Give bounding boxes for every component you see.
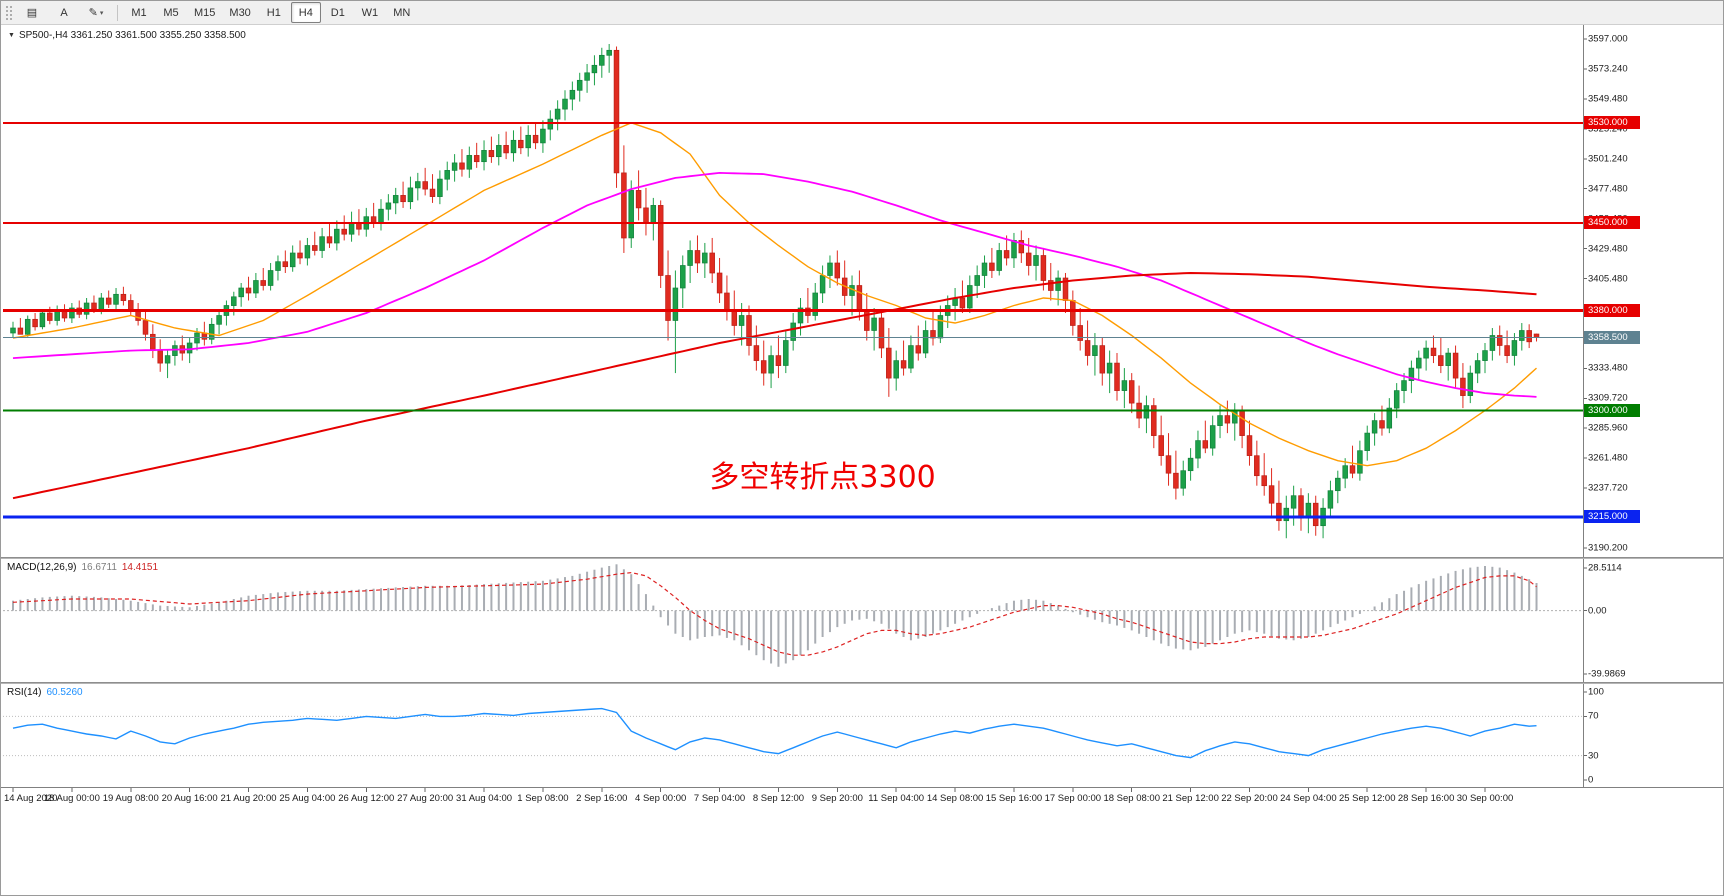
macd-signal-value: 14.4151 (121, 562, 159, 573)
rsi-axis-label: 70 (1588, 710, 1599, 722)
price-tick-label: 3597.000 (1588, 33, 1628, 45)
price-axis-line (1583, 25, 1584, 788)
price-tick-label: 3261.480 (1588, 452, 1628, 464)
macd-main-value: 16.6711 (81, 562, 117, 573)
current-price-badge: 3358.500 (1584, 330, 1640, 344)
toolbar-grip[interactable] (4, 3, 13, 22)
price-tick-label: 3285.960 (1588, 422, 1628, 434)
macd-axis-label: 28.5114 (1588, 562, 1622, 574)
time-label: 18 Aug 00:00 (43, 793, 100, 804)
time-label: 25 Aug 04:00 (279, 793, 336, 804)
price-tick-label: 3405.480 (1588, 273, 1628, 285)
timeframe-button-m1[interactable]: M1 (131, 6, 147, 19)
timeframe-button-h4[interactable]: H4 (290, 2, 321, 23)
dropdown-caret-icon: ▾ (99, 9, 104, 17)
price-tick-label: 3190.200 (1588, 542, 1628, 554)
toolbar-separator (117, 4, 118, 21)
time-label: 21 Aug 20:00 (220, 793, 277, 804)
time-label: 30 Sep 00:00 (1456, 793, 1514, 804)
time-label: 1 Sep 08:00 (517, 793, 569, 804)
time-label: 31 Aug 04:00 (456, 793, 513, 804)
time-axis-line (1, 787, 1723, 788)
timeframe-button-m30[interactable]: M30 (229, 6, 251, 19)
price-badge: 3300.000 (1584, 404, 1640, 418)
timeframe-button-w1[interactable]: W1 (361, 6, 379, 19)
rsi-value: 60.5260 (46, 687, 83, 698)
price-tick-label: 3549.480 (1588, 93, 1628, 105)
time-label: 4 Sep 00:00 (635, 793, 687, 804)
time-label: 21 Sep 12:00 (1162, 793, 1219, 804)
price-tick-label: 3477.480 (1588, 183, 1628, 195)
price-tick-label: 3573.240 (1588, 63, 1628, 75)
time-label: 15 Sep 16:00 (985, 793, 1043, 804)
rsi-pane[interactable] (1, 684, 1581, 787)
rsi-axis-label: 100 (1588, 686, 1604, 698)
price-tick-label: 3309.720 (1588, 392, 1628, 404)
price-badge: 3380.000 (1584, 304, 1640, 318)
macd-axis-label: -39.9869 (1588, 668, 1626, 680)
toolbar-tools: ▤ A ✎ ▾ (16, 2, 112, 23)
time-label: 25 Sep 12:00 (1338, 793, 1396, 804)
time-label: 27 Aug 20:00 (397, 793, 454, 804)
symbol-title: SP500-,H4 3361.250 3361.500 3355.250 335… (18, 30, 246, 41)
rsi-axis-label: 0 (1588, 774, 1594, 786)
price-tick-label: 3501.240 (1588, 153, 1628, 165)
macd-pane[interactable] (1, 559, 1581, 682)
time-label: 9 Sep 20:00 (811, 793, 863, 804)
price-badge: 3450.000 (1584, 216, 1640, 230)
macd-axis-label: 0.00 (1588, 605, 1607, 617)
timeframe-buttons: M1 M5 M15 M30 H1 H4 D1 W1 MN (123, 2, 418, 23)
text-label-tool-icon: A (60, 6, 68, 19)
symbol-label: ▼ SP500-,H4 3361.250 3361.500 3355.250 33… (8, 30, 246, 41)
time-label: 17 Sep 00:00 (1044, 793, 1102, 804)
time-label: 8 Sep 12:00 (752, 793, 805, 804)
time-label: 14 Aug 2020 (4, 793, 58, 804)
symbol-triangle-icon: ▼ (8, 32, 15, 39)
timeframe-button-m15[interactable]: M15 (194, 6, 216, 19)
timeframe-button-d1[interactable]: D1 (330, 6, 345, 19)
time-label: 22 Sep 20:00 (1221, 793, 1278, 804)
time-label: 2 Sep 16:00 (576, 793, 628, 804)
time-label: 7 Sep 04:00 (693, 793, 746, 804)
time-label: 19 Aug 08:00 (102, 793, 159, 804)
time-label: 20 Aug 16:00 (161, 793, 218, 804)
timeframe-button-m5[interactable]: M5 (163, 6, 179, 19)
rsi-label: RSI(14) 60.5260 (7, 687, 83, 698)
time-label: 18 Sep 08:00 (1103, 793, 1160, 804)
pane-separator-macd-rsi[interactable] (1, 682, 1723, 684)
chart-grid-tool-button[interactable]: ▤ (17, 2, 47, 23)
macd-label: MACD(12,26,9) 16.6711 14.4151 (7, 562, 159, 573)
price-tick-label: 3333.480 (1588, 362, 1628, 374)
timeframe-button-h1[interactable]: H1 (266, 6, 281, 19)
chart-grid-tool-icon: ▤ (26, 7, 38, 19)
timeframe-button-mn[interactable]: MN (393, 6, 411, 19)
toolbar: ▤ A ✎ ▾ M1 M5 M15 M30 H1 H4 D1 W1 MN (1, 1, 1723, 25)
time-label: 26 Aug 12:00 (338, 793, 395, 804)
draw-tool-icon: ✎ (88, 7, 98, 19)
price-badge: 3530.000 (1584, 116, 1640, 130)
text-label-tool-button[interactable]: A (49, 2, 79, 23)
time-label: 24 Sep 04:00 (1280, 793, 1337, 804)
price-tick-label: 3237.720 (1588, 482, 1628, 494)
pane-separator-main-macd[interactable] (1, 557, 1723, 559)
price-tick-label: 3429.480 (1588, 243, 1628, 255)
time-label: 14 Sep 08:00 (926, 793, 984, 804)
time-label: 28 Sep 16:00 (1397, 793, 1455, 804)
chart-annotation-text[interactable]: 多空转折点3300 (709, 459, 936, 495)
price-badge: 3215.000 (1584, 510, 1640, 524)
draw-tool-button[interactable]: ✎ ▾ (81, 2, 111, 23)
rsi-axis-label: 30 (1588, 750, 1599, 762)
time-label: 11 Sep 04:00 (868, 793, 925, 804)
